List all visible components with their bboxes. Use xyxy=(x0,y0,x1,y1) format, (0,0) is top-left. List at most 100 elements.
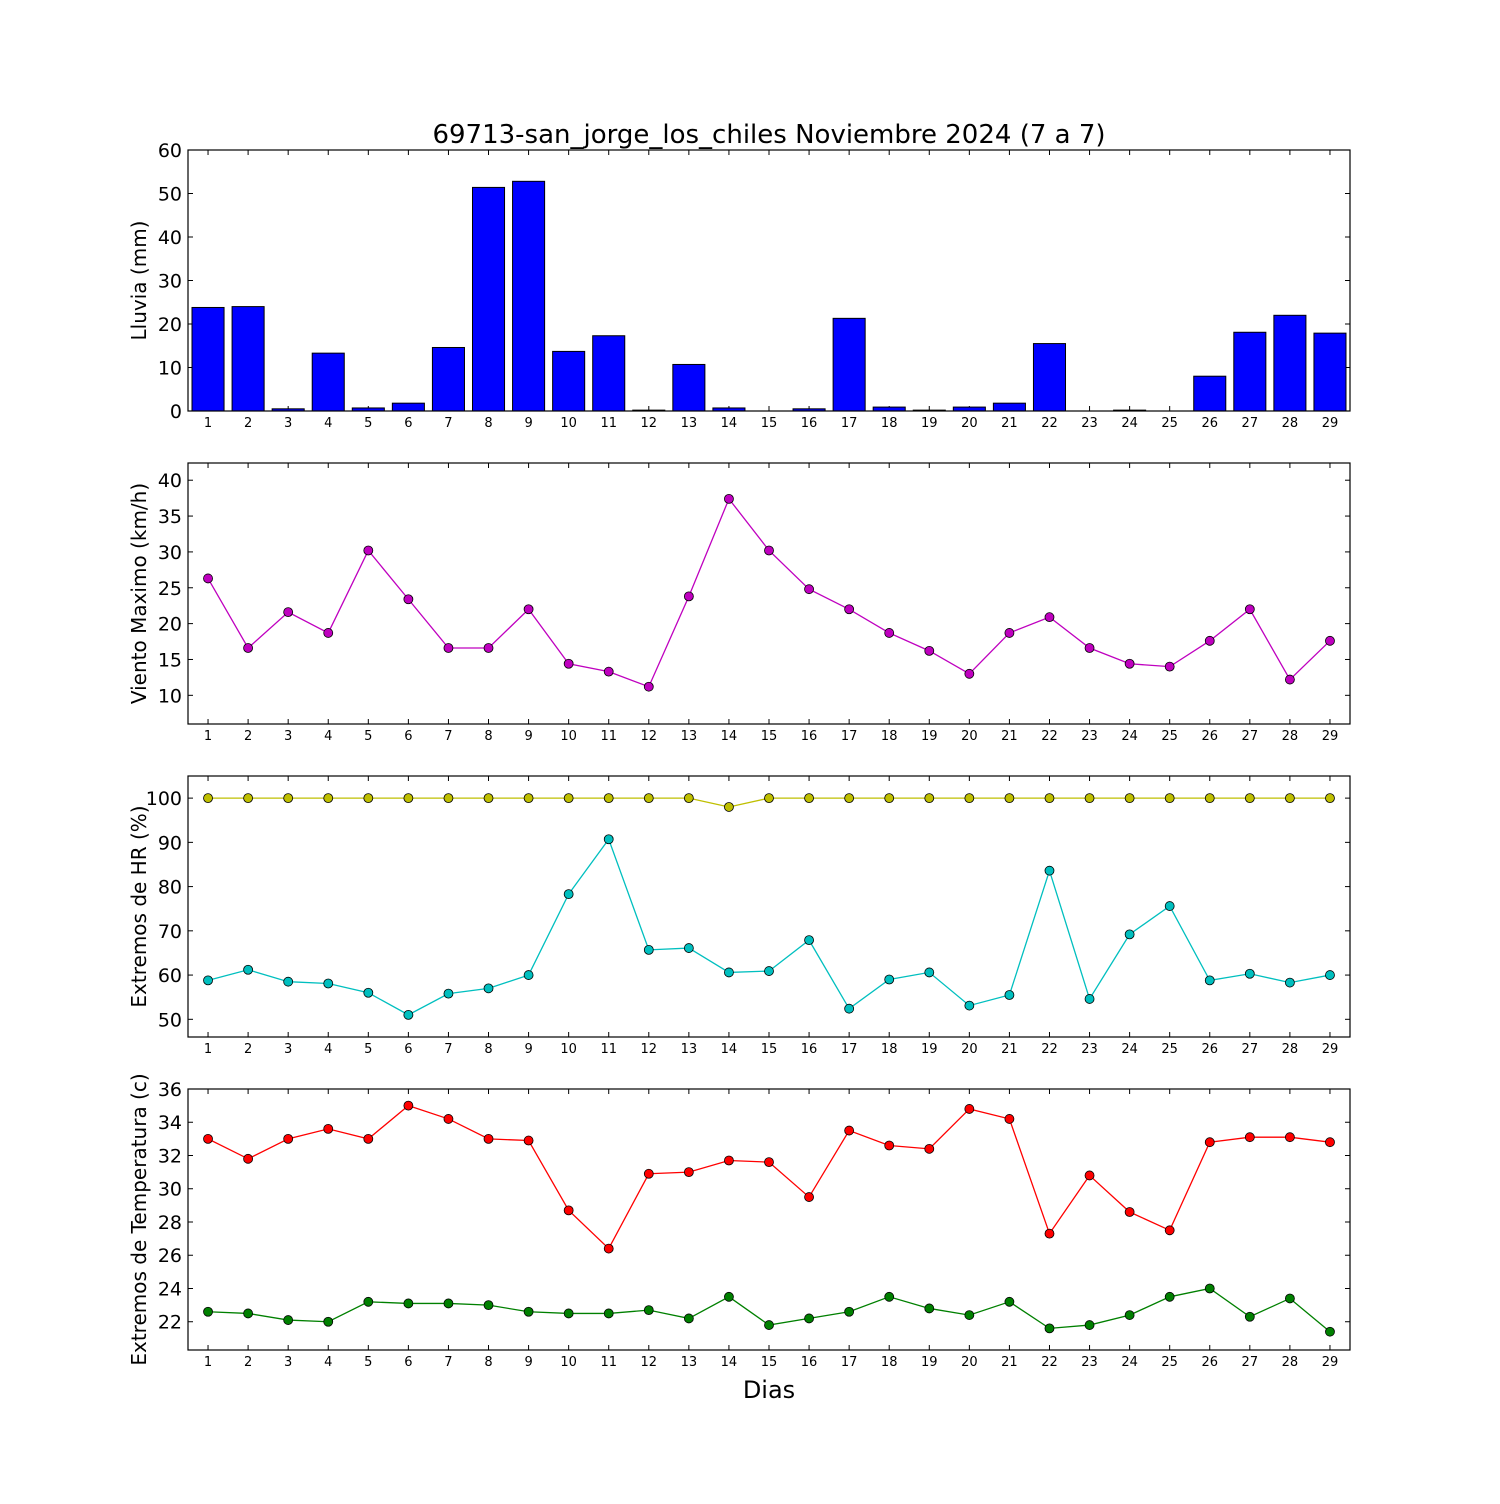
temperature-x-tick-label: 20 xyxy=(961,1355,978,1370)
rain-x-tick-label: 16 xyxy=(801,416,818,431)
wind-x-tick-label: 28 xyxy=(1282,729,1299,744)
temperature-series-1-point xyxy=(603,1243,614,1254)
wind-x-tick-label: 22 xyxy=(1041,729,1058,744)
wind-y-tick-label: 35 xyxy=(158,506,182,528)
wind-x-tick-label: 6 xyxy=(404,729,412,744)
humidity-x-tick-label: 19 xyxy=(921,1042,938,1057)
temperature-series-1-point xyxy=(1004,1114,1015,1124)
wind-series-1-point xyxy=(884,628,895,638)
humidity-series-1-point xyxy=(1084,793,1095,804)
temperature-series-1-point xyxy=(243,1153,254,1164)
temperature-series-2-point xyxy=(603,1308,614,1319)
rain-bar xyxy=(231,306,265,412)
humidity-series-2-point xyxy=(724,967,734,978)
humidity-x-tick-label: 26 xyxy=(1201,1042,1218,1057)
humidity-series-1-point xyxy=(283,793,294,804)
rain-x-tick-label: 8 xyxy=(484,416,492,431)
temperature-series-2-point xyxy=(844,1306,855,1317)
humidity-series-2-point xyxy=(1124,929,1135,940)
wind-axes-frame xyxy=(187,462,1351,725)
temperature-series-1-point xyxy=(683,1167,694,1178)
temperature-x-tick-label: 25 xyxy=(1161,1355,1178,1370)
wind-y-axis-label: Viento Maximo (km/h) xyxy=(127,483,151,704)
temperature-series-1-point xyxy=(724,1155,734,1166)
rain-x-tick-label: 28 xyxy=(1282,416,1299,431)
humidity-series-1-point xyxy=(1244,793,1255,804)
wind-x-tick-label: 26 xyxy=(1201,729,1218,744)
humidity-x-tick-label: 8 xyxy=(484,1042,492,1057)
humidity-series-2-point xyxy=(1004,990,1015,1000)
humidity-x-tick-label: 28 xyxy=(1282,1042,1299,1057)
wind-series-1-point xyxy=(683,591,694,602)
wind-x-tick-label: 29 xyxy=(1322,729,1339,744)
humidity-series-1-point xyxy=(924,793,935,804)
rain-bar xyxy=(311,352,345,412)
humidity-series-2-point xyxy=(804,935,814,946)
humidity-x-tick-label: 1 xyxy=(204,1042,212,1057)
temperature-series-1-point xyxy=(1084,1170,1095,1181)
humidity-series-1-point xyxy=(203,793,213,804)
temperature-series-2-point xyxy=(884,1291,895,1302)
temperature-y-axis-label: Extremos de Temperatura (c) xyxy=(127,1073,151,1365)
humidity-series-2-point xyxy=(884,974,895,985)
temperature-series-2-point xyxy=(483,1300,494,1311)
temperature-y-tick-label: 36 xyxy=(158,1079,182,1101)
humidity-series-2-point xyxy=(683,943,694,953)
humidity-axes-frame xyxy=(187,775,1351,1038)
humidity-x-tick-label: 29 xyxy=(1322,1042,1339,1057)
temperature-x-tick-label: 27 xyxy=(1242,1355,1259,1370)
rain-x-tick-label: 29 xyxy=(1322,416,1339,431)
temperature-x-tick-label: 18 xyxy=(881,1355,898,1370)
wind-series-1-point xyxy=(924,645,935,656)
humidity-series-2-point xyxy=(483,983,494,994)
temperature-y-tick-label: 30 xyxy=(158,1179,182,1201)
wind-series-1-point xyxy=(563,658,574,669)
temperature-series-1-point xyxy=(964,1104,975,1114)
wind-x-tick-label: 23 xyxy=(1081,729,1098,744)
temperature-x-tick-label: 8 xyxy=(484,1355,492,1370)
humidity-series-1-point xyxy=(764,793,774,804)
temperature-x-tick-label: 12 xyxy=(641,1355,658,1370)
rain-x-tick-label: 27 xyxy=(1242,416,1259,431)
humidity-series-1-point xyxy=(363,793,374,804)
humidity-x-tick-label: 11 xyxy=(600,1042,617,1057)
temperature-series-2-point xyxy=(924,1303,935,1314)
rain-axes-frame xyxy=(187,149,1351,412)
humidity-series-2-point xyxy=(1204,975,1215,986)
humidity-series-2-point xyxy=(1325,970,1335,980)
wind-series-1-point xyxy=(283,607,294,618)
temperature-x-tick-label: 4 xyxy=(324,1355,332,1370)
humidity-x-tick-label: 15 xyxy=(761,1042,778,1057)
wind-x-tick-label: 27 xyxy=(1242,729,1259,744)
humidity-series-1-point xyxy=(323,793,334,804)
wind-series-1-point xyxy=(363,545,374,556)
temperature-series-2-point xyxy=(964,1310,975,1320)
humidity-series-1-point xyxy=(1325,793,1335,804)
wind-series-1-point xyxy=(1004,628,1015,638)
wind-x-tick-label: 10 xyxy=(560,729,577,744)
humidity-series-1-point xyxy=(243,793,254,804)
temperature-x-tick-label: 22 xyxy=(1041,1355,1058,1370)
wind-series-1-point xyxy=(483,643,494,653)
rain-x-tick-label: 2 xyxy=(244,416,252,431)
temperature-x-tick-label: 24 xyxy=(1121,1355,1138,1370)
rain-x-tick-label: 24 xyxy=(1121,416,1138,431)
temperature-series-2-point xyxy=(1044,1323,1055,1334)
wind-x-tick-label: 15 xyxy=(761,729,778,744)
wind-series-1-point xyxy=(603,666,614,677)
temperature-x-tick-label: 23 xyxy=(1081,1355,1098,1370)
rain-x-tick-label: 11 xyxy=(600,416,617,431)
humidity-series-2-point xyxy=(603,834,614,845)
temperature-series-1-point xyxy=(764,1157,774,1168)
humidity-series-2-point xyxy=(203,975,213,986)
temperature-x-tick-label: 19 xyxy=(921,1355,938,1370)
rain-x-tick-label: 12 xyxy=(641,416,658,431)
temperature-series-1-point xyxy=(1325,1137,1335,1148)
temperature-y-tick-label: 34 xyxy=(158,1112,182,1134)
humidity-series-2-point xyxy=(443,988,454,999)
temperature-series-2-point xyxy=(563,1308,574,1319)
temperature-series-2-point xyxy=(1284,1293,1295,1304)
temperature-x-tick-label: 15 xyxy=(761,1355,778,1370)
